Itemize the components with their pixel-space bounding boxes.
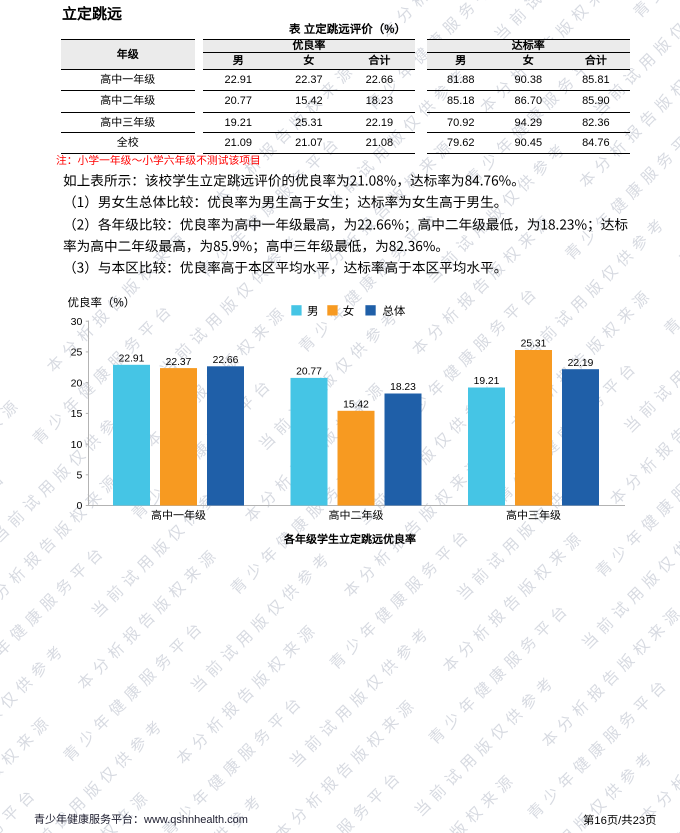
svg-text:25: 25 xyxy=(71,347,83,359)
svg-text:20: 20 xyxy=(71,377,83,389)
svg-text:女: 女 xyxy=(343,305,355,318)
svg-text:总体: 总体 xyxy=(382,305,405,318)
svg-text:高中三年级: 高中三年级 xyxy=(506,509,561,522)
svg-text:15.42: 15.42 xyxy=(343,400,369,411)
svg-text:20.77: 20.77 xyxy=(296,367,322,378)
svg-text:22.91: 22.91 xyxy=(119,354,145,365)
svg-text:10: 10 xyxy=(71,439,83,451)
svg-text:高中二年级: 高中二年级 xyxy=(329,509,384,522)
svg-text:18.23: 18.23 xyxy=(390,382,416,393)
svg-text:高中一年级: 高中一年级 xyxy=(151,509,206,522)
svg-text:22.19: 22.19 xyxy=(568,358,594,369)
svg-text:25.31: 25.31 xyxy=(521,339,547,350)
svg-text:22.66: 22.66 xyxy=(213,355,239,366)
svg-text:15: 15 xyxy=(71,408,83,420)
svg-text:0: 0 xyxy=(76,500,82,512)
svg-text:5: 5 xyxy=(76,470,82,482)
svg-text:22.37: 22.37 xyxy=(166,357,192,368)
svg-text:优良率（%）: 优良率（%） xyxy=(68,297,136,310)
svg-text:19.21: 19.21 xyxy=(474,376,500,387)
svg-text:30: 30 xyxy=(71,316,83,328)
svg-text:男: 男 xyxy=(307,305,319,318)
